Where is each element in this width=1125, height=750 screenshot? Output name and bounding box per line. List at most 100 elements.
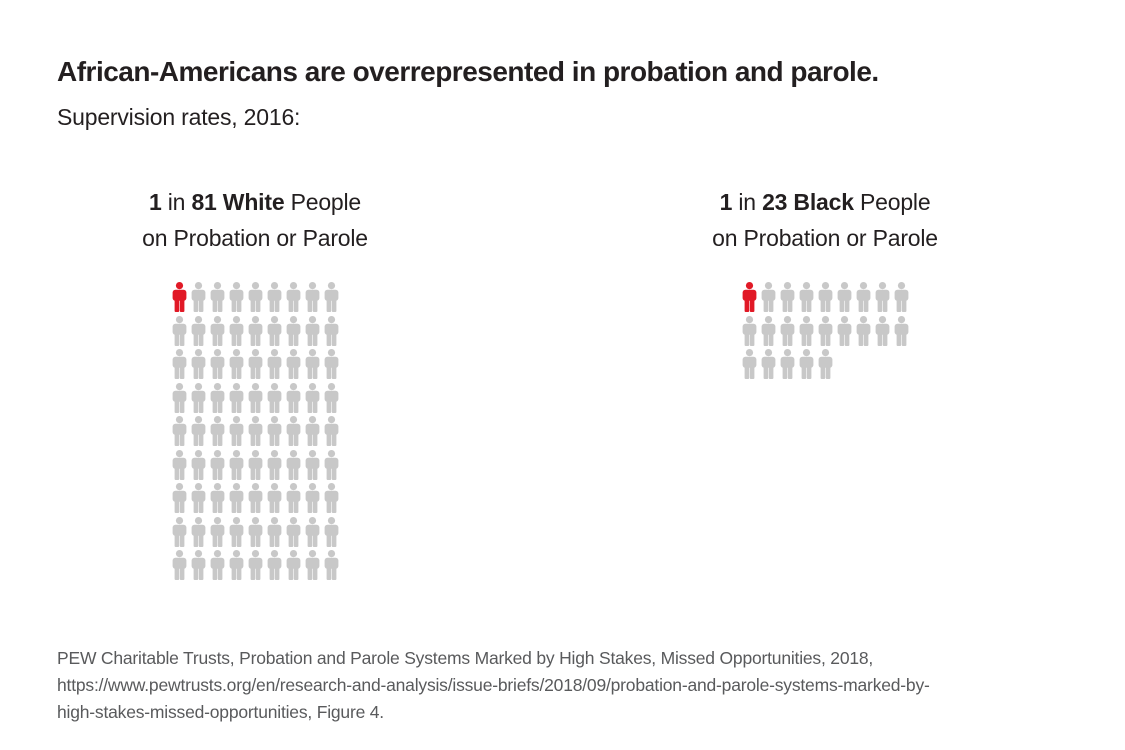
page-subtitle: Supervision rates, 2016: bbox=[57, 104, 301, 130]
person-icon bbox=[818, 349, 832, 379]
person-icon bbox=[267, 483, 281, 513]
person-icon bbox=[248, 282, 262, 312]
person-icon bbox=[191, 449, 205, 480]
person-icon bbox=[799, 315, 813, 346]
person-icon bbox=[172, 483, 186, 513]
person-icon bbox=[324, 315, 338, 346]
person-icon-highlighted bbox=[172, 282, 186, 312]
person-icon bbox=[324, 516, 338, 547]
person-icon bbox=[172, 349, 186, 379]
person-icon bbox=[305, 282, 319, 312]
person-icon bbox=[818, 282, 832, 312]
person-icon bbox=[229, 449, 243, 480]
person-icon-grid-black bbox=[630, 282, 1020, 379]
pictograph-white-title: 1 in 81 White People on Probation or Paro… bbox=[60, 184, 450, 256]
person-icon bbox=[780, 282, 794, 312]
person-icon bbox=[837, 315, 851, 346]
pictograph-black-title: 1 in 23 Black People on Probation or Paro… bbox=[630, 184, 1020, 256]
person-icon bbox=[286, 483, 300, 513]
person-icon bbox=[229, 483, 243, 513]
person-icon bbox=[875, 282, 889, 312]
person-icon bbox=[191, 282, 205, 312]
person-icon bbox=[286, 315, 300, 346]
person-icon bbox=[229, 349, 243, 379]
person-icon bbox=[324, 449, 338, 480]
person-icon bbox=[305, 315, 319, 346]
person-icon bbox=[172, 516, 186, 547]
person-icon bbox=[875, 315, 889, 346]
person-icon bbox=[286, 550, 300, 580]
person-icon bbox=[248, 483, 262, 513]
person-icon bbox=[305, 550, 319, 580]
person-icon bbox=[191, 315, 205, 346]
person-icon bbox=[837, 282, 851, 312]
person-icon bbox=[761, 315, 775, 346]
person-icon bbox=[210, 382, 224, 413]
person-icon bbox=[172, 550, 186, 580]
person-icon bbox=[191, 550, 205, 580]
person-icon bbox=[229, 516, 243, 547]
person-icon bbox=[172, 382, 186, 413]
person-icon bbox=[172, 416, 186, 446]
person-icon bbox=[248, 349, 262, 379]
person-icon bbox=[305, 516, 319, 547]
person-icon bbox=[305, 449, 319, 480]
person-icon bbox=[761, 282, 775, 312]
person-icon bbox=[324, 550, 338, 580]
person-icon bbox=[780, 315, 794, 346]
person-icon bbox=[210, 550, 224, 580]
person-icon bbox=[172, 449, 186, 480]
person-icon bbox=[324, 349, 338, 379]
person-icon bbox=[305, 416, 319, 446]
person-icon bbox=[742, 315, 756, 346]
person-icon bbox=[267, 315, 281, 346]
person-icon bbox=[324, 382, 338, 413]
ratio-line2-text: on Probation or Parole bbox=[142, 225, 368, 251]
person-icon bbox=[210, 282, 224, 312]
person-icon bbox=[305, 349, 319, 379]
person-icon bbox=[267, 550, 281, 580]
person-icon bbox=[286, 282, 300, 312]
person-icon bbox=[286, 349, 300, 379]
person-icon bbox=[210, 315, 224, 346]
person-icon bbox=[324, 483, 338, 513]
ratio-denominator-group: 81 White bbox=[191, 189, 285, 215]
person-icon bbox=[248, 315, 262, 346]
ratio-numerator: 1 bbox=[719, 189, 733, 215]
person-icon bbox=[210, 349, 224, 379]
pictograph-black: 1 in 23 Black People on Probation or Paro… bbox=[630, 184, 1020, 379]
page-title: African-Americans are overrepresented in… bbox=[57, 56, 879, 87]
person-icon bbox=[210, 416, 224, 446]
person-icon bbox=[229, 550, 243, 580]
person-icon bbox=[248, 382, 262, 413]
person-icon bbox=[799, 349, 813, 379]
ratio-line2-text: on Probation or Parole bbox=[712, 225, 938, 251]
person-icon bbox=[324, 416, 338, 446]
person-icon bbox=[894, 282, 908, 312]
person-icon bbox=[191, 382, 205, 413]
person-icon bbox=[856, 315, 870, 346]
person-icon bbox=[229, 416, 243, 446]
person-icon bbox=[286, 416, 300, 446]
ratio-mid-text: in bbox=[732, 189, 763, 215]
person-icon bbox=[799, 282, 813, 312]
person-icon bbox=[286, 516, 300, 547]
ratio-denominator-group: 23 Black bbox=[762, 189, 854, 215]
person-icon bbox=[267, 282, 281, 312]
person-icon bbox=[210, 483, 224, 513]
person-icon bbox=[286, 382, 300, 413]
person-icon bbox=[305, 382, 319, 413]
person-icon bbox=[742, 349, 756, 379]
person-icon bbox=[286, 449, 300, 480]
person-icon bbox=[780, 349, 794, 379]
person-icon bbox=[229, 382, 243, 413]
ratio-mid-text: in bbox=[161, 189, 192, 215]
person-icon bbox=[856, 282, 870, 312]
person-icon bbox=[267, 416, 281, 446]
ratio-tail-text: People bbox=[853, 189, 931, 215]
person-icon bbox=[267, 516, 281, 547]
source-citation: PEW Charitable Trusts, Probation and Par… bbox=[57, 648, 930, 722]
pictograph-white: 1 in 81 White People on Probation or Paro… bbox=[60, 184, 450, 580]
person-icon bbox=[248, 516, 262, 547]
